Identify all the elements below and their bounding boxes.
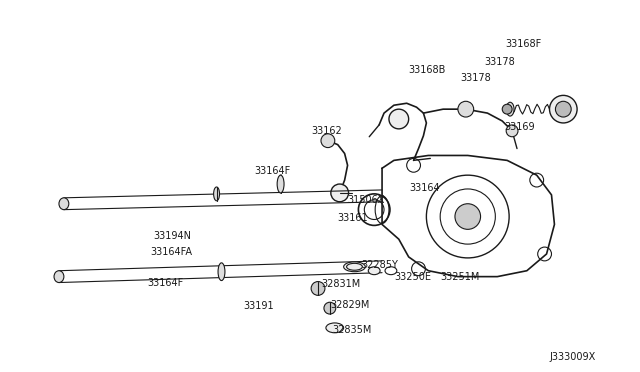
Text: 33164F: 33164F: [254, 166, 291, 176]
Text: 33250E: 33250E: [394, 272, 431, 282]
Text: 33164F: 33164F: [148, 278, 184, 288]
Ellipse shape: [368, 267, 380, 275]
Text: 32831M: 32831M: [321, 279, 360, 289]
Circle shape: [455, 204, 481, 230]
Text: 33164FA: 33164FA: [150, 247, 193, 257]
Text: J333009X: J333009X: [550, 352, 596, 362]
Ellipse shape: [506, 102, 514, 116]
Text: 33178: 33178: [484, 57, 515, 67]
Text: 33161: 33161: [338, 212, 369, 222]
Ellipse shape: [277, 175, 284, 193]
Circle shape: [311, 282, 325, 295]
Circle shape: [324, 302, 336, 314]
Text: 33251M: 33251M: [440, 272, 479, 282]
Text: 33178: 33178: [460, 73, 491, 83]
Text: 33168F: 33168F: [505, 39, 541, 49]
Text: 33169: 33169: [504, 122, 535, 132]
Circle shape: [506, 125, 518, 137]
Circle shape: [556, 101, 571, 117]
Text: 33194N: 33194N: [154, 231, 191, 241]
Ellipse shape: [326, 323, 344, 333]
Text: 32285Y: 32285Y: [362, 260, 398, 270]
Circle shape: [321, 134, 335, 148]
Ellipse shape: [344, 262, 365, 272]
Circle shape: [458, 101, 474, 117]
Ellipse shape: [59, 198, 69, 210]
Text: 33191: 33191: [243, 301, 274, 311]
Text: 33164: 33164: [410, 183, 440, 193]
Text: 32835M: 32835M: [332, 325, 371, 335]
Text: 33168B: 33168B: [409, 65, 446, 75]
Text: 32829M: 32829M: [330, 300, 369, 310]
Ellipse shape: [218, 263, 225, 280]
Circle shape: [331, 184, 349, 202]
Text: 31506X: 31506X: [348, 195, 385, 205]
Ellipse shape: [54, 271, 64, 283]
Circle shape: [389, 109, 409, 129]
Ellipse shape: [214, 187, 220, 201]
Text: 33162: 33162: [311, 126, 342, 136]
Circle shape: [502, 104, 512, 114]
Circle shape: [550, 95, 577, 123]
